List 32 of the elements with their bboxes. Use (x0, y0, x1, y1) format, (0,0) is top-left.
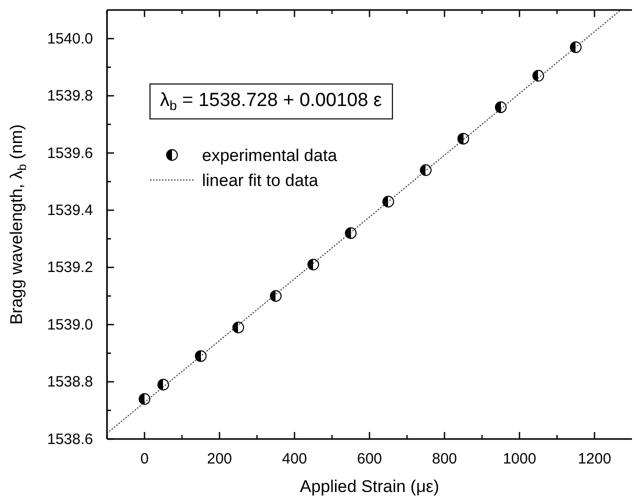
point (307, 258, 320, 270)
x-tick-label: 800 (432, 450, 458, 468)
y-tick-label: 1539.4 (47, 202, 93, 219)
x-axis-title: Applied Strain (με) (300, 477, 440, 496)
y-tick-label: 1538.8 (47, 374, 93, 391)
x-tick-label: 400 (282, 450, 308, 468)
point (494, 101, 507, 114)
annotation: λ$_{b}$ = 1538.728 + 0.00108 ε (160, 90, 382, 113)
y-tick-label: 1539.6 (47, 144, 93, 162)
x-tick-label: 0 (140, 450, 149, 468)
x-tick-label: 1000 (502, 450, 536, 468)
x-tick-label: 600 (356, 450, 382, 468)
point (420, 164, 432, 176)
point (194, 350, 207, 362)
x-tick-label: 1200 (578, 450, 612, 468)
point (382, 196, 394, 208)
legend-label: experimental data (202, 146, 338, 165)
legend-label: linear fit to data (202, 171, 319, 190)
point (532, 70, 544, 82)
y-tick-label: 1538.6 (47, 430, 93, 448)
point (344, 227, 357, 239)
point (232, 322, 244, 334)
point (270, 290, 282, 302)
y-tick-label: 1539.8 (47, 88, 93, 105)
x-tick-label: 200 (206, 450, 232, 468)
point (457, 132, 470, 145)
y-tick-label: 1540.0 (47, 30, 93, 48)
point (157, 378, 170, 390)
y-tick-label: 1539.2 (47, 259, 93, 276)
point (570, 41, 582, 54)
point (138, 393, 150, 405)
y-tick-label: 1539.0 (47, 316, 93, 334)
